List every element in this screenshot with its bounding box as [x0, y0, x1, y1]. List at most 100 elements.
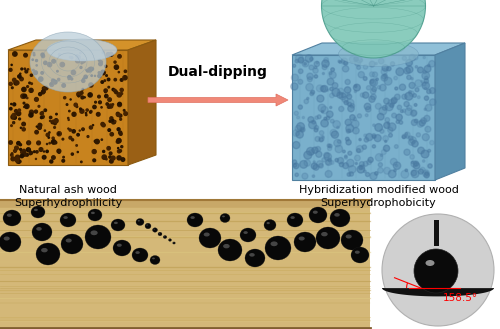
- Circle shape: [296, 132, 300, 136]
- Circle shape: [98, 95, 100, 98]
- Circle shape: [418, 67, 424, 73]
- Circle shape: [421, 150, 429, 158]
- Circle shape: [112, 89, 114, 91]
- Circle shape: [425, 172, 428, 175]
- Circle shape: [340, 93, 346, 100]
- Circle shape: [24, 104, 29, 109]
- Circle shape: [16, 141, 20, 145]
- Circle shape: [414, 104, 417, 106]
- Circle shape: [48, 137, 50, 138]
- Circle shape: [112, 119, 114, 121]
- Circle shape: [50, 83, 52, 85]
- Circle shape: [312, 147, 318, 153]
- Circle shape: [321, 86, 328, 92]
- Circle shape: [300, 161, 308, 168]
- Circle shape: [382, 214, 494, 326]
- Circle shape: [332, 83, 338, 89]
- Circle shape: [102, 150, 104, 153]
- Circle shape: [60, 63, 64, 67]
- Ellipse shape: [346, 235, 352, 239]
- Circle shape: [390, 103, 394, 108]
- Circle shape: [409, 91, 414, 96]
- Circle shape: [404, 101, 409, 107]
- Circle shape: [42, 87, 45, 90]
- Circle shape: [101, 81, 103, 83]
- Circle shape: [109, 152, 112, 155]
- Circle shape: [318, 104, 326, 112]
- Circle shape: [80, 109, 84, 113]
- Circle shape: [418, 147, 424, 154]
- Circle shape: [79, 130, 80, 131]
- Circle shape: [411, 161, 414, 164]
- Ellipse shape: [41, 248, 48, 252]
- Circle shape: [417, 121, 424, 127]
- Circle shape: [98, 62, 102, 66]
- Circle shape: [412, 119, 417, 126]
- Ellipse shape: [66, 239, 71, 242]
- Circle shape: [334, 139, 341, 147]
- Circle shape: [102, 123, 105, 127]
- Circle shape: [396, 114, 402, 120]
- Circle shape: [29, 89, 33, 92]
- Circle shape: [354, 57, 358, 61]
- Circle shape: [356, 163, 358, 164]
- Circle shape: [295, 59, 298, 63]
- Circle shape: [12, 52, 17, 56]
- Circle shape: [54, 141, 57, 144]
- Circle shape: [348, 102, 352, 106]
- Circle shape: [84, 61, 86, 62]
- Ellipse shape: [330, 209, 350, 227]
- Circle shape: [69, 136, 71, 139]
- Circle shape: [320, 131, 324, 135]
- Circle shape: [320, 86, 326, 91]
- Circle shape: [302, 173, 308, 179]
- Circle shape: [52, 156, 55, 159]
- Circle shape: [423, 56, 426, 59]
- Ellipse shape: [3, 210, 21, 226]
- Circle shape: [402, 94, 407, 99]
- Circle shape: [39, 124, 41, 127]
- Circle shape: [53, 80, 57, 84]
- Circle shape: [300, 127, 305, 132]
- Circle shape: [314, 66, 317, 69]
- Polygon shape: [0, 200, 370, 329]
- Circle shape: [34, 97, 38, 101]
- Circle shape: [346, 94, 352, 99]
- Circle shape: [44, 61, 47, 64]
- Circle shape: [57, 132, 62, 136]
- Circle shape: [411, 170, 416, 176]
- Circle shape: [318, 164, 323, 168]
- Circle shape: [17, 160, 20, 164]
- Circle shape: [78, 56, 80, 59]
- Circle shape: [77, 92, 81, 96]
- Circle shape: [304, 151, 312, 159]
- Circle shape: [104, 94, 108, 98]
- Circle shape: [376, 78, 378, 81]
- Circle shape: [94, 75, 96, 76]
- Circle shape: [54, 127, 56, 128]
- Circle shape: [72, 139, 74, 141]
- Polygon shape: [8, 40, 156, 50]
- Circle shape: [428, 164, 432, 168]
- Circle shape: [324, 153, 332, 161]
- Circle shape: [408, 91, 412, 94]
- Ellipse shape: [266, 222, 270, 224]
- Circle shape: [381, 68, 387, 75]
- Circle shape: [298, 69, 303, 73]
- Circle shape: [295, 173, 298, 177]
- Circle shape: [394, 145, 398, 148]
- Circle shape: [422, 170, 430, 177]
- Circle shape: [42, 91, 44, 94]
- Circle shape: [38, 123, 42, 127]
- Circle shape: [108, 104, 113, 108]
- Circle shape: [114, 65, 118, 69]
- Circle shape: [10, 103, 12, 105]
- Circle shape: [327, 144, 330, 147]
- Circle shape: [62, 138, 64, 140]
- Circle shape: [98, 101, 102, 104]
- Ellipse shape: [168, 239, 172, 241]
- Circle shape: [424, 65, 431, 72]
- Ellipse shape: [64, 216, 68, 219]
- Circle shape: [309, 65, 314, 70]
- Ellipse shape: [0, 232, 21, 252]
